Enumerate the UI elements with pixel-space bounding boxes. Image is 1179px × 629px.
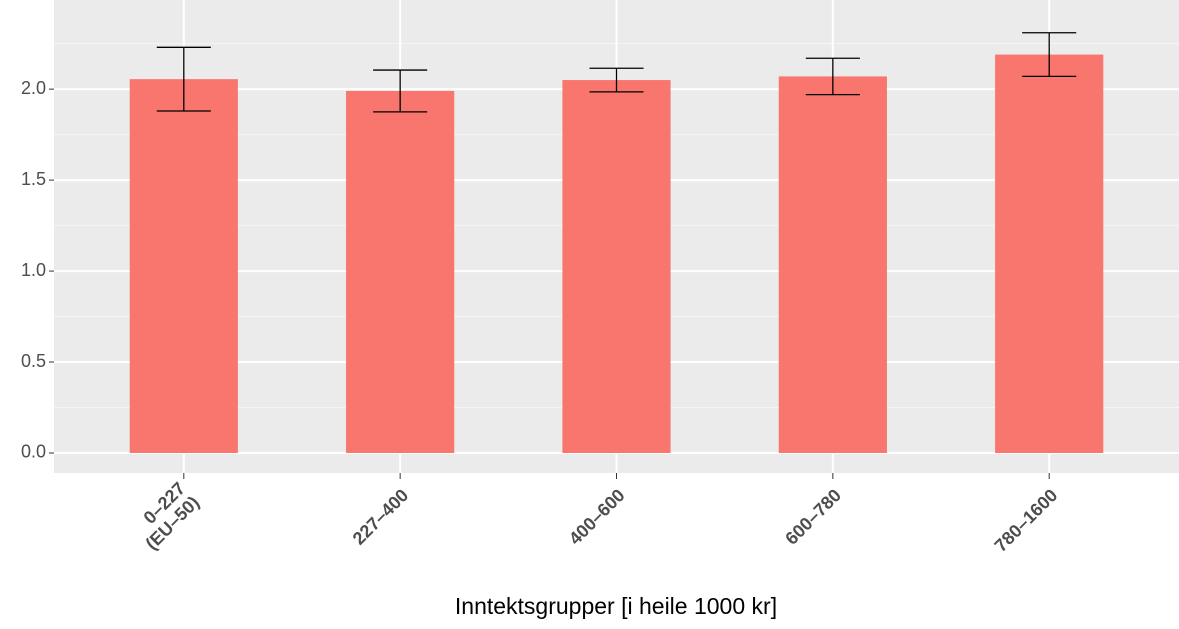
x-tick-label: 400–600 [565, 485, 629, 549]
error-bar [156, 46, 211, 112]
error-bar [1022, 32, 1077, 78]
bar [562, 80, 671, 453]
y-tick-label: 0.0 [21, 442, 46, 462]
y-tick-label: 1.0 [21, 260, 46, 280]
bar [129, 79, 238, 453]
x-tick-label: 780–1600 [991, 485, 1062, 556]
error-bar [589, 67, 644, 93]
x-tick-label: 0–227(EU–50) [127, 478, 203, 554]
x-tick-label: 227–400 [349, 485, 413, 549]
bar [995, 54, 1104, 453]
y-tick-label: 1.5 [21, 169, 46, 189]
bar [346, 90, 455, 453]
x-tick-label: 600–780 [781, 485, 845, 549]
x-axis-title: Inntektsgrupper [i heile 1000 kr] [455, 593, 777, 619]
bar [778, 76, 887, 453]
y-tick-label: 0.5 [21, 351, 46, 371]
error-bar [805, 57, 860, 96]
error-bar [373, 69, 428, 113]
y-tick-label: 2.0 [21, 78, 46, 98]
